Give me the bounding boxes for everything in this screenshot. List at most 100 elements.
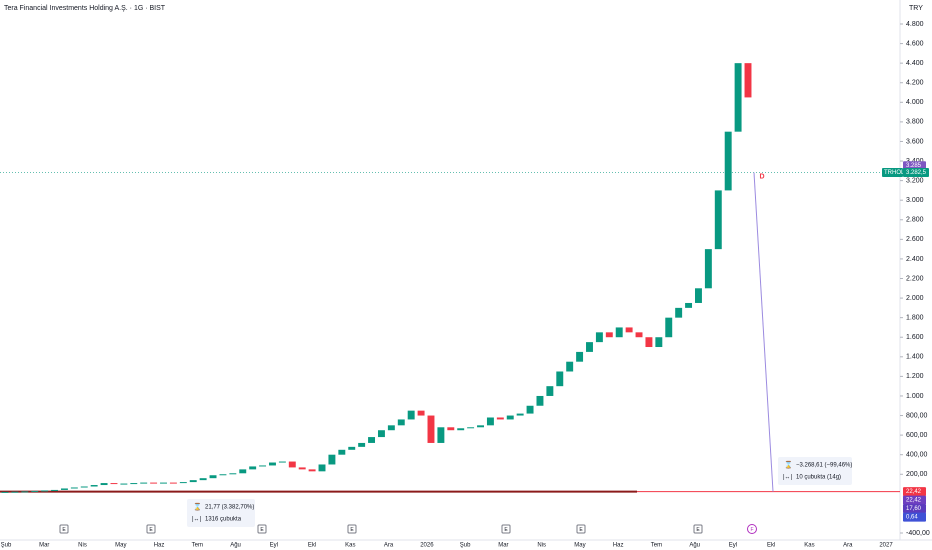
candle <box>675 307 683 318</box>
candle <box>31 490 39 492</box>
candle <box>269 462 276 466</box>
candle <box>467 427 475 429</box>
measure-box <box>778 457 852 485</box>
candle <box>21 491 29 493</box>
candle <box>625 327 633 333</box>
candle <box>595 332 603 343</box>
x-tick-label: Nis <box>537 543 546 549</box>
y-tick-label: 4.200 <box>906 80 924 87</box>
x-tick-label: Şub <box>1 543 12 549</box>
candle <box>150 482 158 484</box>
candle <box>407 410 415 420</box>
measure-icon: |↔| <box>192 517 202 523</box>
candle <box>496 417 504 420</box>
x-tick-label: Ara <box>384 543 394 549</box>
candle <box>377 430 385 438</box>
candle <box>665 317 673 338</box>
x-tick-label: Tem <box>651 543 662 549</box>
x-tick-label: 2026 <box>420 543 434 549</box>
candle <box>546 386 554 396</box>
price-symbol-bg <box>882 168 903 178</box>
candle <box>576 351 584 362</box>
candle <box>179 482 187 484</box>
candle <box>536 395 544 406</box>
x-tick-label: 2027 <box>879 543 893 549</box>
candle <box>338 449 346 455</box>
x-tick-label: Nis <box>78 543 87 549</box>
x-tick-label: May <box>115 543 126 549</box>
side-label-bg <box>903 512 926 522</box>
y-tick-label: 2.800 <box>906 217 924 224</box>
y-tick-label: 2.400 <box>906 256 924 263</box>
candle <box>140 482 148 484</box>
y-tick-label: 600,00 <box>906 432 928 439</box>
marker-d: D <box>759 173 764 180</box>
measure-change: −3.268,61 (−99,46%) <box>796 463 852 469</box>
candle <box>278 461 286 463</box>
x-tick-label: Ağu <box>689 543 700 549</box>
x-tick-label: Ekl <box>767 543 775 549</box>
y-tick-label: 800,00 <box>906 412 928 419</box>
side-label-bg <box>903 495 926 505</box>
event-marker <box>747 524 757 534</box>
candle <box>704 249 712 289</box>
x-tick-label: Haz <box>154 543 165 549</box>
event-label: E <box>260 527 264 533</box>
candle <box>11 491 19 493</box>
candle <box>447 427 455 431</box>
candle <box>239 469 247 474</box>
y-tick-label: 4.800 <box>906 21 924 28</box>
candle <box>318 464 326 472</box>
event-label: E <box>504 527 508 533</box>
event-label: E <box>350 527 354 533</box>
x-tick-label: Eyl <box>729 543 737 549</box>
candle <box>397 419 405 426</box>
candle <box>348 446 356 450</box>
candle <box>110 483 118 485</box>
measure-bars: 10 çubukta (14g) <box>796 475 841 481</box>
candle <box>60 488 68 490</box>
event-marker <box>257 524 267 534</box>
measure-box <box>187 499 255 527</box>
y-tick-label: 4.000 <box>906 99 924 106</box>
event-marker <box>347 524 357 534</box>
candle <box>427 415 435 443</box>
side-label: 17,60 <box>906 506 922 512</box>
candle <box>358 442 366 447</box>
y-tick-label: 4.400 <box>906 60 924 67</box>
measure-change: 21,77 (3.382,70%) <box>205 505 254 511</box>
y-tick-label: 200,00 <box>906 471 928 478</box>
y-tick-label: 2.600 <box>906 236 924 243</box>
event-label: F <box>750 527 753 533</box>
candle <box>199 478 207 481</box>
chart-title: Tera Financial Investments Holding A.Ş. … <box>4 5 166 12</box>
event-marker <box>576 524 586 534</box>
candle <box>556 371 564 387</box>
candle <box>635 332 643 338</box>
candle <box>477 425 484 428</box>
y-tick-label: 3.000 <box>906 197 924 204</box>
currency: TRY <box>909 5 923 12</box>
candle <box>714 190 722 250</box>
candle <box>70 487 78 489</box>
event-label: E <box>62 527 66 533</box>
candle <box>51 489 59 491</box>
candle <box>308 469 316 472</box>
measure-icon: ⌛ <box>784 460 793 469</box>
candle <box>259 465 267 467</box>
candle <box>80 486 88 488</box>
event-marker <box>693 524 703 534</box>
event-marker <box>59 524 69 534</box>
candle <box>160 482 167 484</box>
alert-label-bg <box>903 161 926 170</box>
y-tick-label: 2.000 <box>906 295 924 302</box>
x-tick-label: Şub <box>460 543 471 549</box>
measure-icon: ⌛ <box>193 502 202 511</box>
candle <box>387 425 395 431</box>
measure-bars: 1316 çubukta <box>205 517 242 523</box>
y-tick-label: 1.400 <box>906 354 924 361</box>
candle <box>229 473 237 475</box>
candle <box>655 337 663 348</box>
candle <box>724 131 732 191</box>
